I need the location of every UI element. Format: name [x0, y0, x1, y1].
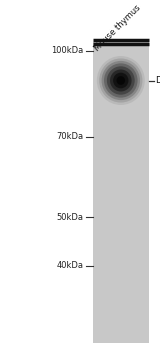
Ellipse shape [107, 66, 135, 95]
Text: 50kDa: 50kDa [56, 212, 83, 222]
Text: 70kDa: 70kDa [56, 132, 83, 141]
Bar [93, 42, 149, 343]
Text: DTX3L: DTX3L [155, 76, 160, 85]
Ellipse shape [97, 56, 145, 105]
Ellipse shape [110, 70, 132, 91]
Ellipse shape [99, 58, 142, 103]
Ellipse shape [113, 73, 128, 88]
Ellipse shape [116, 76, 125, 85]
Text: 100kDa: 100kDa [51, 46, 83, 55]
Text: 40kDa: 40kDa [56, 261, 83, 271]
Ellipse shape [104, 63, 138, 98]
Text: Mouse thymus: Mouse thymus [93, 4, 143, 53]
Ellipse shape [102, 61, 140, 100]
